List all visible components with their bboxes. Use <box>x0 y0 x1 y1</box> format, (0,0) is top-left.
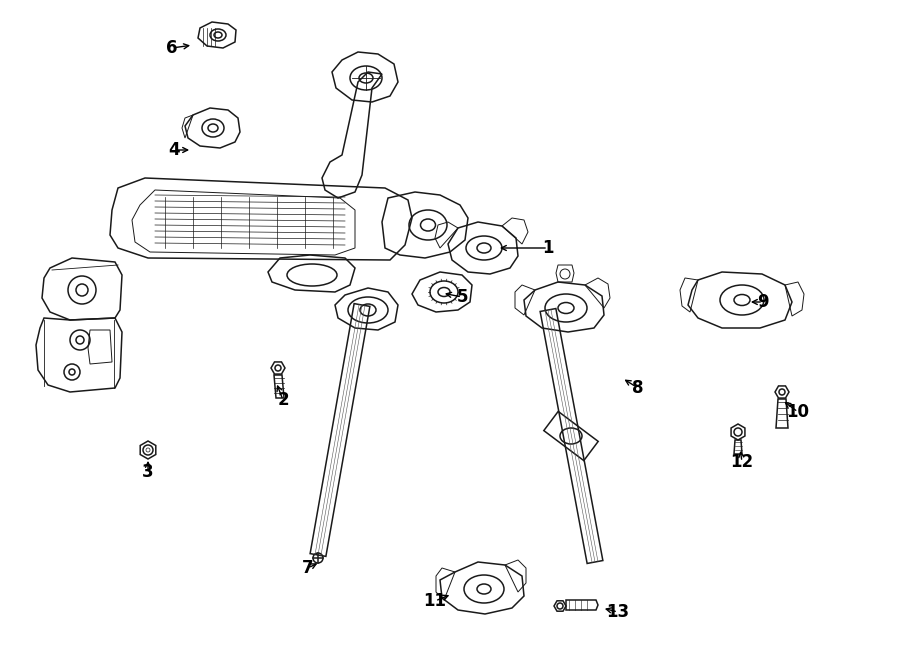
Text: 12: 12 <box>731 453 753 471</box>
Text: 8: 8 <box>632 379 644 397</box>
Text: 2: 2 <box>277 391 289 409</box>
Text: 5: 5 <box>456 288 468 306</box>
Text: 10: 10 <box>787 403 809 421</box>
Text: 4: 4 <box>168 141 180 159</box>
Text: 11: 11 <box>424 592 446 610</box>
Text: 9: 9 <box>757 293 769 311</box>
Text: 6: 6 <box>166 39 178 57</box>
Text: 1: 1 <box>542 239 554 257</box>
Text: 7: 7 <box>302 559 314 577</box>
Text: 13: 13 <box>607 603 630 621</box>
Text: 3: 3 <box>142 463 154 481</box>
